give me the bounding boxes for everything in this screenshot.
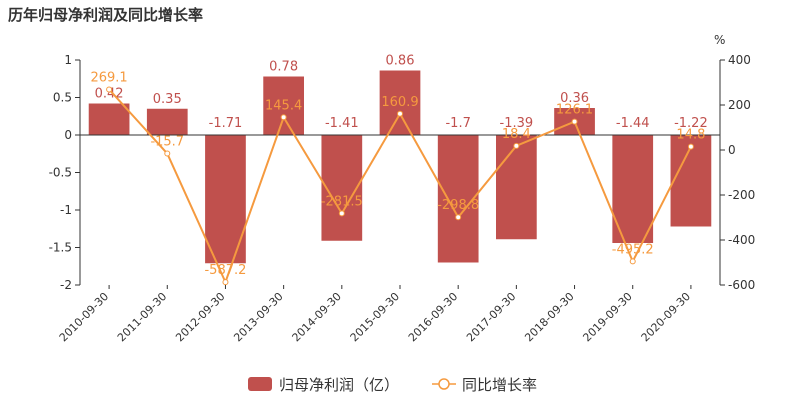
bar-value-label: -1.41: [325, 116, 359, 131]
left-tick-label: -1: [60, 203, 72, 217]
bar-value-label: -1.44: [616, 116, 650, 131]
line-value-label: -298.8: [437, 198, 479, 213]
right-tick-label: -400: [728, 233, 755, 247]
x-tick-label: 2017-09-30: [464, 290, 518, 344]
bar-value-label: -1.22: [674, 116, 708, 131]
left-axis-ticks: 1 0.5 0 -0.5 -1 -1.5 -2: [49, 53, 80, 292]
line-point[interactable]: [513, 142, 520, 149]
line-value-label: -587.2: [204, 263, 246, 278]
right-tick-label: -600: [728, 278, 755, 292]
line-point[interactable]: [338, 210, 345, 217]
bar[interactable]: [88, 103, 130, 136]
x-tick-label: 2011-09-30: [115, 290, 169, 344]
right-axis-unit: %: [714, 33, 725, 47]
x-tick-label: 2019-09-30: [580, 290, 634, 344]
line-series: 269.1 -15.7 -587.2 145.4 -281.5 160.9 -298.8 18…: [90, 70, 705, 286]
bar-value-label: -1.39: [500, 116, 534, 131]
line-value-label: 14.8: [676, 128, 705, 143]
line-point[interactable]: [106, 86, 113, 93]
bar-value-label: 0.78: [269, 60, 298, 75]
x-tick-label: 2015-09-30: [348, 290, 402, 344]
line-point[interactable]: [455, 214, 462, 221]
legend-bar-swatch: [248, 377, 272, 391]
bar-value-label: 0.86: [386, 54, 415, 69]
bar-value-label: 0.35: [153, 92, 182, 107]
line-point[interactable]: [280, 114, 287, 121]
x-tick-label: 2018-09-30: [522, 290, 576, 344]
right-tick-label: 0: [728, 143, 736, 157]
x-tick-label: 2012-09-30: [173, 290, 227, 344]
chart-title: 历年归母净利润及同比增长率: [8, 6, 203, 24]
bar-value-label: -1.7: [445, 116, 470, 131]
left-tick-label: 0: [64, 128, 72, 142]
line-value-label: 269.1: [90, 70, 127, 85]
bar[interactable]: [321, 135, 363, 241]
bar[interactable]: [263, 76, 304, 136]
bar[interactable]: [437, 135, 479, 263]
x-tick-label: 2020-09-30: [639, 290, 693, 344]
bar[interactable]: [612, 135, 654, 243]
x-axis-ticks: 2010-09-30 2011-09-30 2012-09-30 2013-09-30…: [57, 285, 693, 344]
right-tick-label: 200: [728, 98, 751, 112]
line-value-label: 145.4: [265, 98, 302, 113]
right-axis-ticks: 400 200 0 -200 -400 -600: [720, 53, 755, 292]
bar[interactable]: [146, 108, 188, 135]
right-tick-label: 400: [728, 53, 751, 67]
line-value-label: -495.2: [612, 242, 654, 257]
line-value-label: -15.7: [150, 135, 184, 150]
left-tick-label: 1: [64, 53, 72, 67]
legend-line-label: 同比增长率: [462, 376, 537, 394]
line-value-label: -281.5: [321, 194, 363, 209]
line-point[interactable]: [397, 110, 403, 117]
line-point[interactable]: [222, 279, 229, 286]
right-tick-label: -200: [728, 188, 755, 202]
x-tick-label: 2010-09-30: [57, 290, 111, 344]
x-tick-label: 2014-09-30: [290, 290, 344, 344]
x-tick-label: 2013-09-30: [231, 290, 285, 344]
bar[interactable]: [496, 135, 537, 240]
line-point[interactable]: [571, 118, 578, 125]
left-tick-label: 0.5: [53, 91, 72, 105]
bar-value-label: -1.71: [209, 116, 243, 131]
line-value-label: 18.4: [502, 127, 531, 142]
left-tick-label: -1.5: [49, 241, 72, 255]
left-tick-label: -2: [60, 278, 72, 292]
left-tick-label: -0.5: [49, 166, 72, 180]
line-point[interactable]: [687, 143, 694, 150]
line-value-label: 160.9: [381, 95, 418, 110]
legend-line-marker: [438, 378, 450, 390]
legend-bar-label: 归母净利润（亿）: [279, 376, 399, 394]
legend[interactable]: 归母净利润（亿） 同比增长率: [248, 376, 537, 394]
bar[interactable]: [379, 70, 421, 136]
bar-value-label: 0.36: [560, 91, 589, 106]
line-value-label: 126.1: [556, 103, 593, 118]
bar[interactable]: [670, 135, 712, 227]
line-point[interactable]: [629, 258, 636, 265]
line-point[interactable]: [164, 150, 171, 157]
bar-series: 0.42 0.35-1.710.78-1.410.86-1.7 -1.390.36-…: [88, 54, 712, 264]
x-tick-label: 2016-09-30: [406, 290, 460, 344]
